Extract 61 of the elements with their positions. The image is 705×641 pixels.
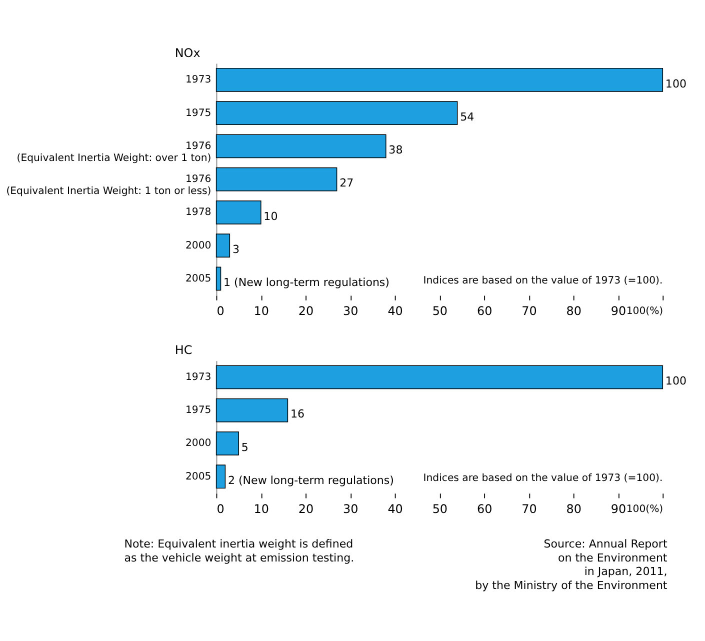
x-tick-label: 90 bbox=[610, 502, 626, 516]
data-label: 10 bbox=[264, 210, 278, 223]
bar bbox=[216, 167, 338, 192]
y-tick-label: 1975 bbox=[185, 405, 212, 416]
y-tick-label: 1973 bbox=[185, 74, 212, 86]
y-tick-label: 1975 bbox=[185, 108, 212, 119]
y-tick-label: 2005 bbox=[185, 273, 212, 284]
y-tick-label: 2000 bbox=[185, 438, 212, 450]
bar bbox=[216, 68, 664, 92]
y-tick-label: 1978 bbox=[185, 207, 212, 218]
data-label: 100 bbox=[665, 77, 686, 90]
x-tick-label: 70 bbox=[522, 304, 537, 318]
bar bbox=[216, 398, 288, 422]
x-tick-label: 80 bbox=[566, 502, 582, 516]
x-tick-label: 70 bbox=[522, 502, 537, 516]
data-label: 2 (New long-term regulations) bbox=[228, 474, 394, 487]
data-label: 38 bbox=[388, 144, 403, 157]
x-tick-label: 60 bbox=[476, 304, 492, 318]
x-tick-label: 0 bbox=[216, 502, 224, 516]
x-tick-label: 30 bbox=[343, 502, 358, 516]
data-label: 5 bbox=[241, 440, 248, 454]
x-tick-label: 10 bbox=[254, 304, 269, 318]
bar bbox=[216, 234, 230, 258]
bar bbox=[216, 200, 262, 224]
data-label: 1 (New long-term regulations) bbox=[224, 276, 390, 290]
y-tick-label: 1976 (Equivalent Inertia Weight: over 1 ton) bbox=[16, 140, 212, 164]
x-tick-label: 50 bbox=[432, 304, 448, 318]
y-tick-label: 1976 (Equivalent Inertia Weight: 1 ton or less) bbox=[6, 174, 212, 198]
bar bbox=[216, 101, 458, 126]
y-tick-label: 1973 bbox=[185, 372, 212, 383]
chart-title: NOx bbox=[174, 46, 200, 60]
x-tick-label: 40 bbox=[388, 304, 403, 318]
x-tick-label: 30 bbox=[343, 304, 358, 318]
data-label: 3 bbox=[232, 242, 240, 256]
x-tick-label: 100(%) bbox=[626, 306, 664, 318]
bar bbox=[216, 431, 239, 456]
x-tick-label: 0 bbox=[216, 304, 224, 318]
x-tick-label: 10 bbox=[254, 502, 269, 516]
bar bbox=[216, 365, 664, 390]
bar bbox=[216, 464, 226, 489]
chart-title: HC bbox=[174, 343, 192, 358]
x-tick-label: 50 bbox=[432, 502, 448, 516]
data-label: 16 bbox=[290, 408, 305, 421]
x-tick-label: 90 bbox=[610, 304, 626, 318]
annotation: Indices are based on the value of 1973 (=100). bbox=[423, 473, 663, 484]
x-tick-label: 20 bbox=[298, 304, 314, 318]
x-tick-label: 40 bbox=[388, 502, 403, 516]
x-tick-label: 80 bbox=[566, 304, 582, 318]
annotation: Indices are based on the value of 1973 (=100). bbox=[423, 275, 663, 286]
data-label: 54 bbox=[460, 110, 474, 124]
x-tick-label: 20 bbox=[298, 502, 314, 516]
bar bbox=[216, 266, 222, 291]
bar bbox=[216, 134, 386, 158]
source-note: Source: Annual Report on the Environment in Japan, 2011, by the Ministry of the Environment bbox=[475, 537, 668, 592]
text: Note: Equivalent inertia weight is defined as the vehicle weight at emission testing. bbox=[124, 537, 354, 564]
y-tick-label: 2000 bbox=[185, 240, 212, 252]
data-label: 100 bbox=[665, 374, 686, 388]
data-label: 27 bbox=[340, 176, 354, 190]
x-tick-label: 100(%) bbox=[626, 504, 664, 516]
y-tick-label: 2005 bbox=[185, 471, 212, 482]
x-tick-label: 60 bbox=[476, 502, 492, 516]
